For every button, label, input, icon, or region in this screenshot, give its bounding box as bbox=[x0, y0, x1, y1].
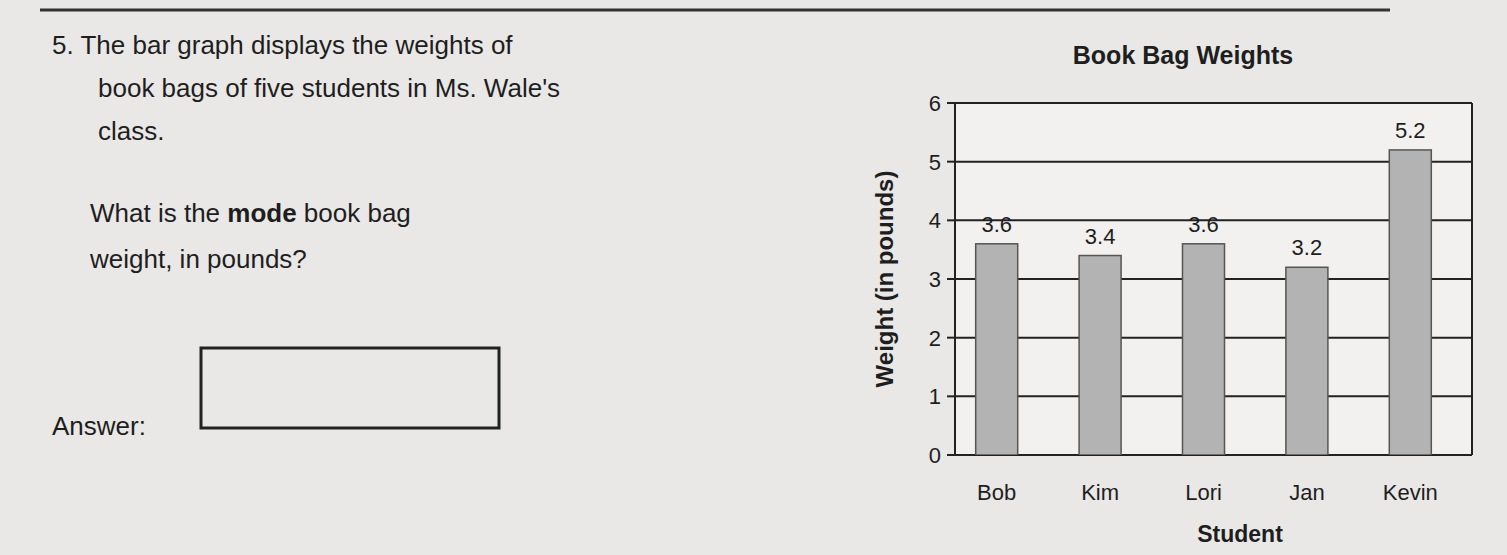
bar bbox=[1286, 267, 1328, 455]
page: 5. The bar graph displays the weights of… bbox=[0, 0, 1507, 555]
data-label: 3.6 bbox=[981, 212, 1012, 237]
prompt-part: book bag bbox=[297, 198, 411, 228]
tick-mark bbox=[947, 337, 955, 339]
bar bbox=[1389, 150, 1431, 455]
y-axis-label: Weight (in pounds) bbox=[871, 171, 898, 388]
page-rule bbox=[40, 9, 1390, 12]
x-tick-label: Kevin bbox=[1383, 480, 1438, 505]
tick-mark bbox=[947, 161, 955, 163]
data-label: 3.6 bbox=[1188, 212, 1219, 237]
tick-mark bbox=[947, 278, 955, 280]
tick-mark bbox=[947, 395, 955, 397]
question-text: 5. The bar graph displays the weights of bbox=[52, 30, 513, 60]
chart-title: Book Bag Weights bbox=[1073, 41, 1293, 69]
prompt-text: weight, in pounds? bbox=[89, 244, 307, 274]
plot-frame bbox=[954, 103, 956, 455]
prompt-part: What is the bbox=[90, 198, 227, 228]
x-axis-label: Student bbox=[1197, 521, 1283, 547]
bar bbox=[976, 244, 1018, 455]
tick-mark bbox=[947, 219, 955, 221]
answer-label: Answer: bbox=[52, 411, 146, 441]
x-tick-label: Kim bbox=[1081, 480, 1119, 505]
y-tick-label: 5 bbox=[929, 150, 941, 175]
y-tick-label: 6 bbox=[929, 91, 941, 116]
bars bbox=[976, 150, 1432, 455]
data-label: 3.4 bbox=[1085, 224, 1116, 249]
bar bbox=[1079, 256, 1121, 455]
bar bbox=[1183, 244, 1225, 455]
prompt-bold: mode bbox=[227, 198, 296, 228]
data-label: 3.2 bbox=[1292, 235, 1323, 260]
x-tick-label: Jan bbox=[1289, 480, 1324, 505]
answer-box[interactable] bbox=[201, 348, 499, 428]
data-label: 5.2 bbox=[1395, 118, 1426, 143]
question-text: book bags of five students in Ms. Wale's bbox=[98, 73, 560, 103]
x-tick-label: Lori bbox=[1185, 480, 1222, 505]
y-tick-label: 3 bbox=[929, 267, 941, 292]
y-tick-label: 2 bbox=[929, 326, 941, 351]
grid-line bbox=[955, 102, 1472, 104]
y-tick-label: 4 bbox=[929, 208, 941, 233]
plot-frame bbox=[1471, 103, 1473, 455]
tick-mark bbox=[947, 454, 955, 456]
canvas: 5. The bar graph displays the weights of… bbox=[0, 0, 1507, 555]
x-tick-label: Bob bbox=[977, 480, 1016, 505]
tick-mark bbox=[947, 102, 955, 104]
question-text: class. bbox=[98, 116, 164, 146]
plot-area bbox=[955, 103, 1472, 455]
y-tick-label: 0 bbox=[929, 443, 941, 468]
y-tick-label: 1 bbox=[929, 384, 941, 409]
prompt-text: What is the mode book bag bbox=[90, 198, 411, 228]
